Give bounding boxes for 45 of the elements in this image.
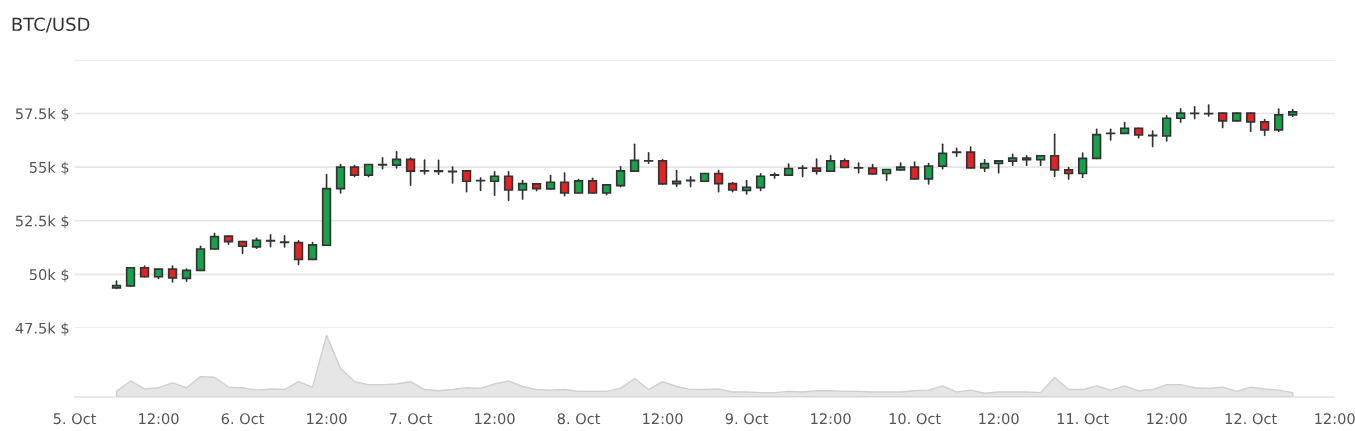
candlestick [559, 172, 570, 197]
candlestick [1273, 108, 1284, 133]
x-tick-label: 11. Oct [1057, 413, 1109, 425]
y-tick-label: 50k $ [29, 268, 69, 283]
x-tick-label: 7. Oct [389, 413, 433, 425]
x-tick-label: 12:00 [475, 413, 515, 425]
x-tick-label: 12:00 [643, 413, 683, 425]
candlestick [335, 163, 346, 194]
x-tick-label: 8. Oct [557, 413, 601, 425]
x-tick-label: 12:00 [1315, 413, 1355, 425]
candlestick [503, 171, 514, 202]
candlestick [405, 157, 416, 187]
x-tick-label: 12:00 [1147, 413, 1187, 425]
candlestick [125, 266, 136, 287]
candlestick [629, 143, 640, 173]
x-tick-label: 6. Oct [221, 413, 265, 425]
candlestick [1245, 112, 1256, 133]
x-tick-label: 12:00 [139, 413, 179, 425]
x-tick-label: 12:00 [811, 413, 851, 425]
y-tick-label: 47.5k $ [15, 322, 69, 336]
chart-title: BTC/USD [12, 17, 90, 33]
candlestick [1049, 133, 1060, 178]
x-tick-label: 10. Oct [889, 413, 941, 425]
y-tick-label: 52.5k $ [15, 215, 69, 229]
candlestick [657, 158, 668, 185]
candlestick [1161, 115, 1172, 142]
candlestick [1091, 128, 1102, 160]
x-tick-label: 12:00 [307, 413, 347, 425]
x-tick-label: 12:00 [979, 413, 1019, 425]
y-tick-label: 57.5k $ [15, 107, 69, 122]
candlestick [937, 143, 948, 170]
y-tick-label: 55k $ [29, 161, 69, 175]
candlestick [615, 165, 626, 188]
candlestick [195, 245, 206, 272]
candlestick [461, 170, 472, 193]
x-tick-label: 12. Oct [1225, 413, 1277, 425]
candlestick [1077, 152, 1088, 179]
x-tick-label: 9. Oct [725, 413, 769, 425]
candlestick [517, 179, 528, 200]
candlestick [713, 169, 724, 193]
candlestick [293, 240, 304, 266]
x-tick-label: 5. Oct [53, 413, 97, 425]
candlestick [489, 171, 500, 197]
candlestick [965, 146, 976, 169]
candlestick [923, 162, 934, 185]
